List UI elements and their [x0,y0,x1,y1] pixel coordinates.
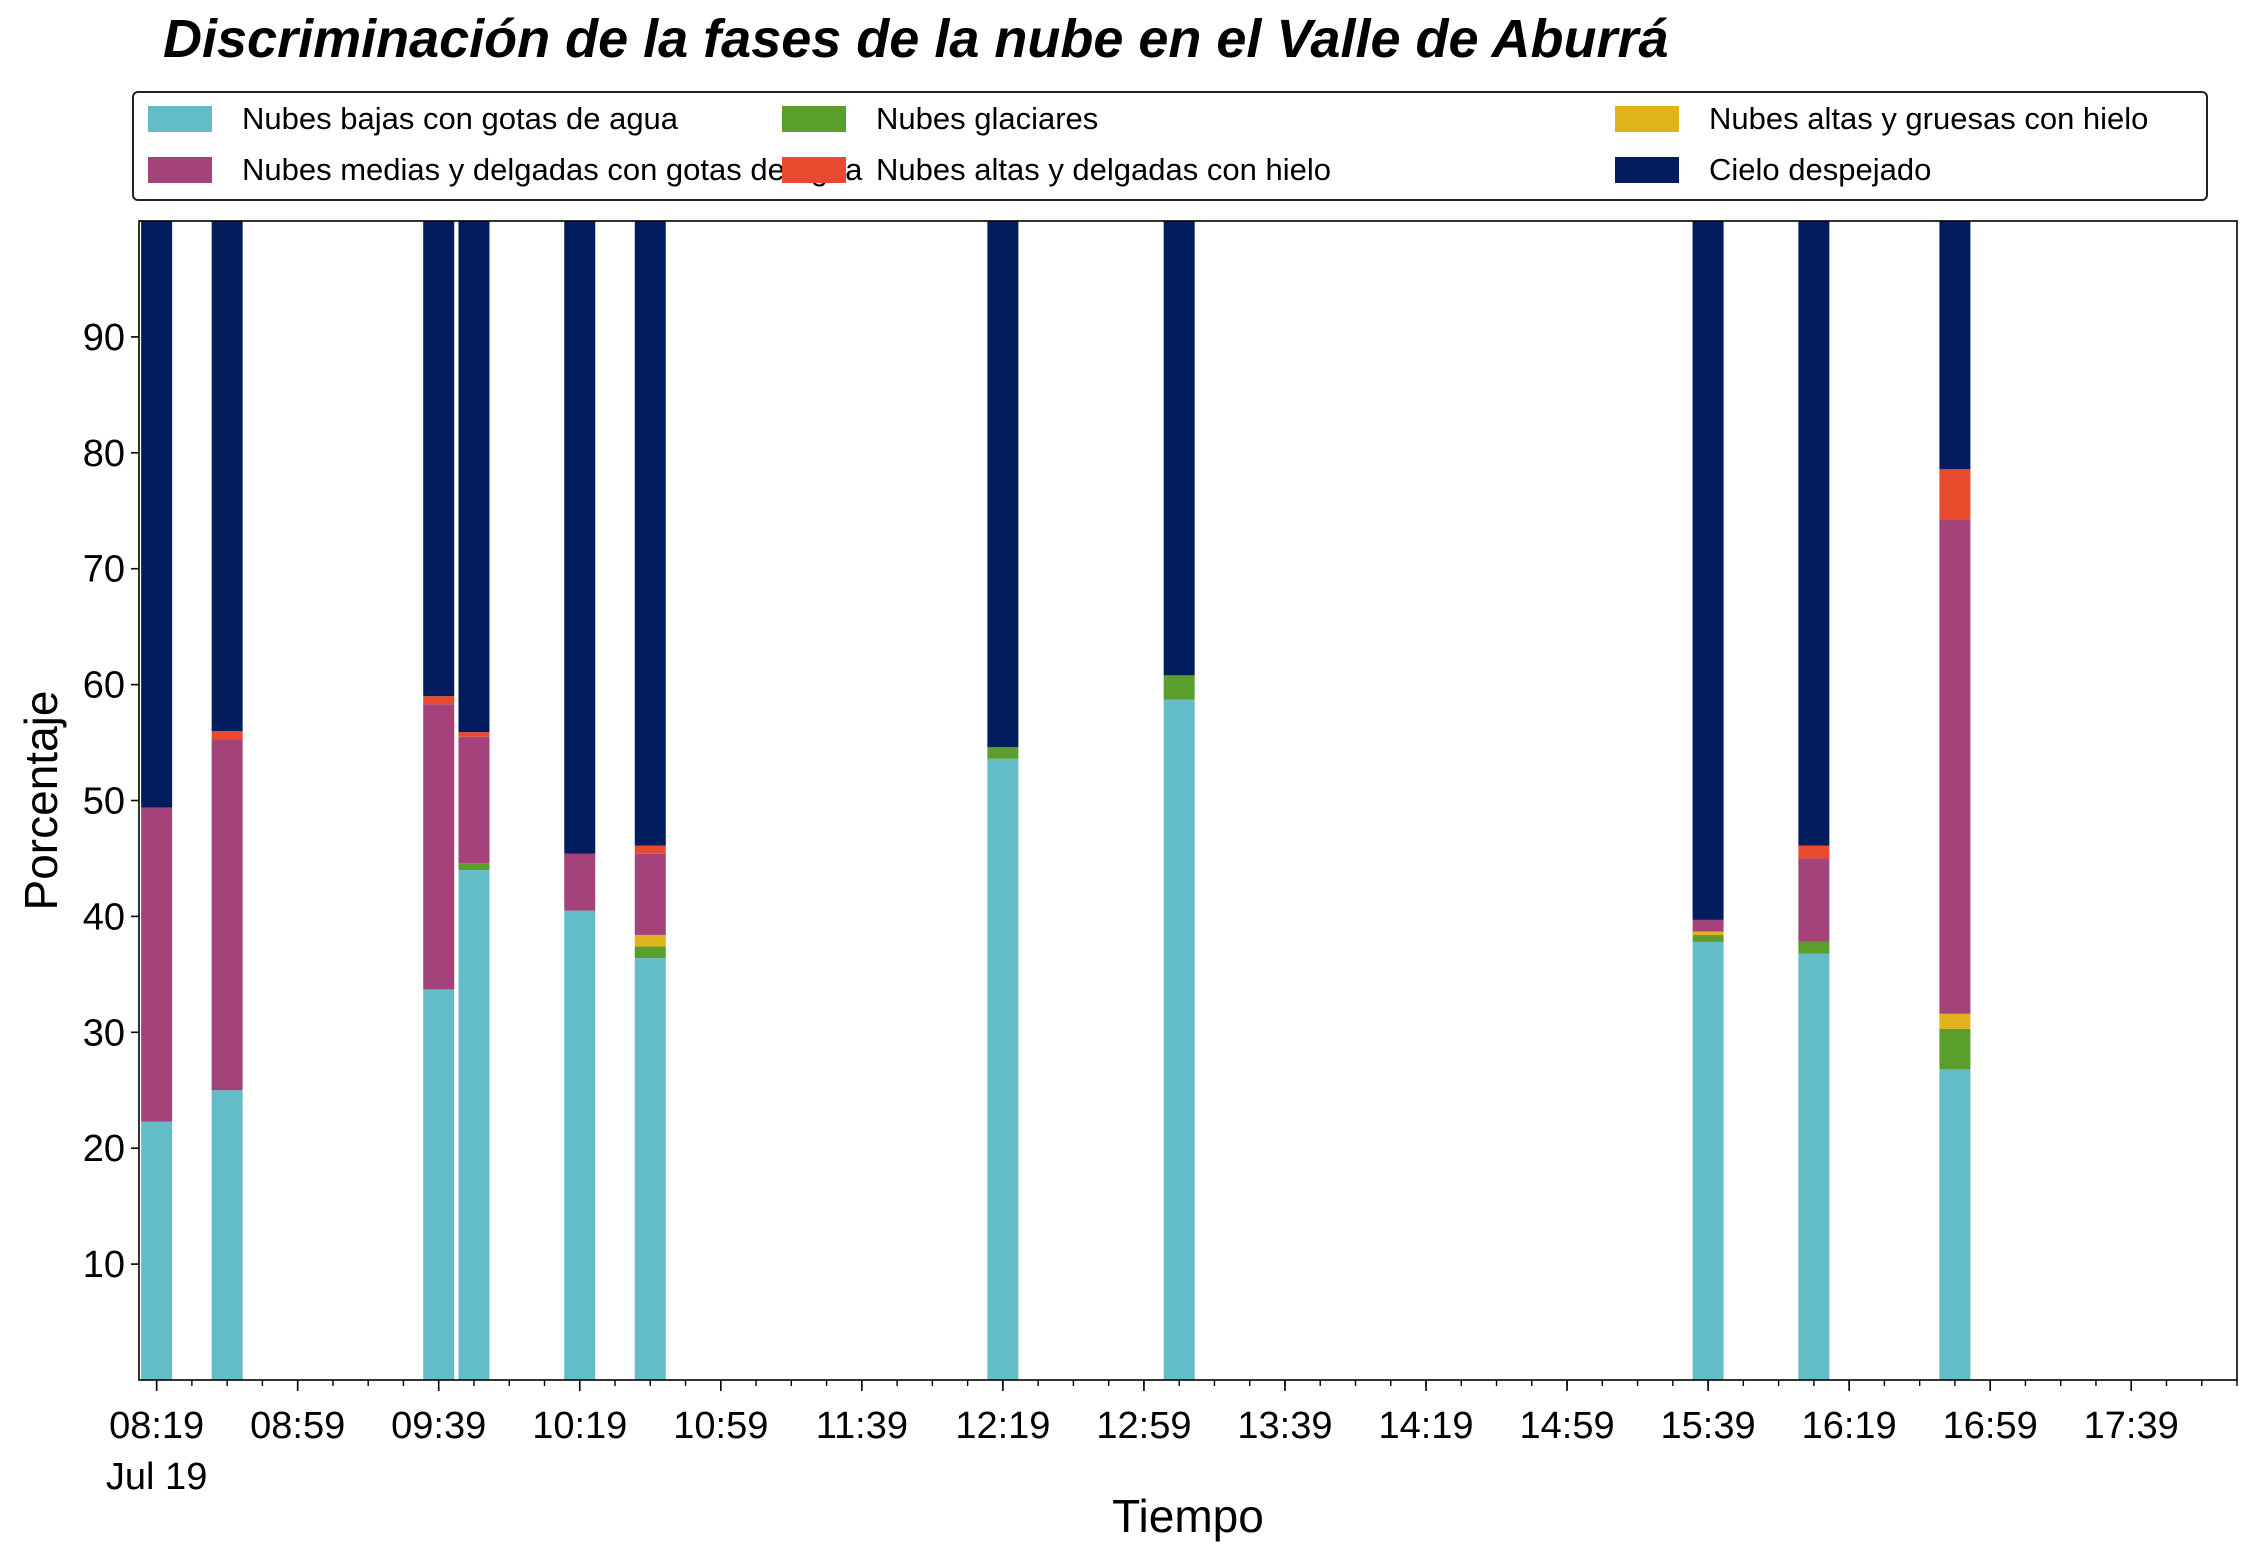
bar-segment [423,696,455,705]
x-tick-label: 13:39 [1237,1405,1332,1447]
x-tick-label: 15:39 [1661,1405,1756,1447]
bar-segment [1692,934,1724,942]
bar-segment [1163,675,1195,700]
legend-item: Nubes altas y delgadas con hielo [782,150,1331,190]
y-tick-label: 30 [83,1012,125,1054]
x-date-label: Jul 19 [106,1456,207,1498]
bar-segment [564,221,596,854]
legend-swatch [782,106,846,132]
legend: Nubes bajas con gotas de agua Nubes glaci… [132,91,2208,201]
bar-segment [564,853,596,911]
legend-label: Cielo despejado [1709,152,1932,187]
legend-swatch [148,157,212,183]
bar-segment [1798,858,1830,942]
bar-segment [141,221,173,808]
bar-segment [458,736,490,864]
bar-segment [634,934,666,947]
legend-item: Nubes altas y gruesas con hielo [1615,99,2148,139]
bar-segment [458,221,490,733]
y-tick-label: 10 [83,1244,125,1286]
x-tick-label: 17:39 [2084,1405,2179,1447]
legend-swatch [1615,106,1679,132]
x-tick-label: 08:59 [250,1405,345,1447]
bar-segment [634,221,666,846]
bar-segment [1939,221,1971,470]
bar-segment [634,853,666,935]
bar-segment [1163,699,1195,1380]
bar-segment [458,863,490,871]
y-axis-label: Porcentaje [15,691,67,911]
bar-segment [1939,1013,1971,1029]
bar-segment [1692,941,1724,1380]
bar-segment [1798,845,1830,859]
bar-segment [987,758,1019,1380]
bar-segment [211,730,243,740]
y-tick-label: 20 [83,1128,125,1170]
bar-segment [211,221,243,731]
x-tick-label: 10:59 [673,1405,768,1447]
bar-segment [634,845,666,854]
bar-segment [423,704,455,990]
legend-item: Cielo despejado [1615,150,1931,190]
x-axis-label: Tiempo [1112,1490,1264,1542]
x-tick-label: 08:19 [109,1405,204,1447]
legend-label: Nubes bajas con gotas de agua [242,101,679,136]
bar-segment [1939,1069,1971,1380]
y-tick-label: 50 [83,781,125,823]
x-tick-label: 14:19 [1378,1405,1473,1447]
y-tick-label: 90 [83,317,125,359]
y-tick-label: 40 [83,896,125,938]
bar-segment [564,910,596,1380]
x-tick-label: 12:59 [1096,1405,1191,1447]
bar-segment [1939,469,1971,521]
x-tick-label: 16:59 [1943,1405,2038,1447]
bar-segment [211,1090,243,1380]
x-tick-label: 10:19 [532,1405,627,1447]
y-tick-label: 80 [83,433,125,475]
bar-segment [211,739,243,1091]
chart-title: Discriminación de la fases de la nube en… [163,9,1669,69]
x-tick-label: 09:39 [391,1405,486,1447]
x-tick-label: 12:19 [955,1405,1050,1447]
bar-segment [1939,1028,1971,1070]
legend-label: Nubes altas y gruesas con hielo [1709,101,2149,136]
bar-segment [1939,520,1971,1014]
bar-segment [423,989,455,1380]
bar-segment [1798,941,1830,954]
bar-segment [1798,953,1830,1380]
x-tick-label: 16:19 [1802,1405,1897,1447]
legend-item: Nubes medias y delgadas con gotas de agu… [148,150,862,190]
legend-swatch [1615,157,1679,183]
legend-item: Nubes bajas con gotas de agua [148,99,678,139]
legend-label: Nubes medias y delgadas con gotas de agu… [242,152,863,187]
bar-segment [141,1121,173,1380]
y-tick-label: 60 [83,665,125,707]
legend-label: Nubes altas y delgadas con hielo [876,152,1331,187]
bar-segment [458,870,490,1380]
bar-segment [1163,221,1195,676]
legend-swatch [782,157,846,183]
legend-label: Nubes glaciares [876,101,1099,136]
bar-segment [634,958,666,1380]
x-tick-label: 11:39 [816,1405,908,1447]
bar-segment [458,732,490,737]
bar-segment [634,946,666,959]
legend-swatch [148,106,212,132]
bar-segment [1692,931,1724,935]
bar-segment [141,807,173,1122]
bar-segment [1798,221,1830,846]
bar-segment [987,747,1019,759]
y-tick-label: 70 [83,549,125,591]
bar-segment [1692,221,1724,920]
bar-segment [987,221,1019,748]
bar-segment [423,221,455,697]
x-tick-label: 14:59 [1520,1405,1615,1447]
legend-item: Nubes glaciares [782,99,1098,139]
bar-segment [1692,919,1724,932]
